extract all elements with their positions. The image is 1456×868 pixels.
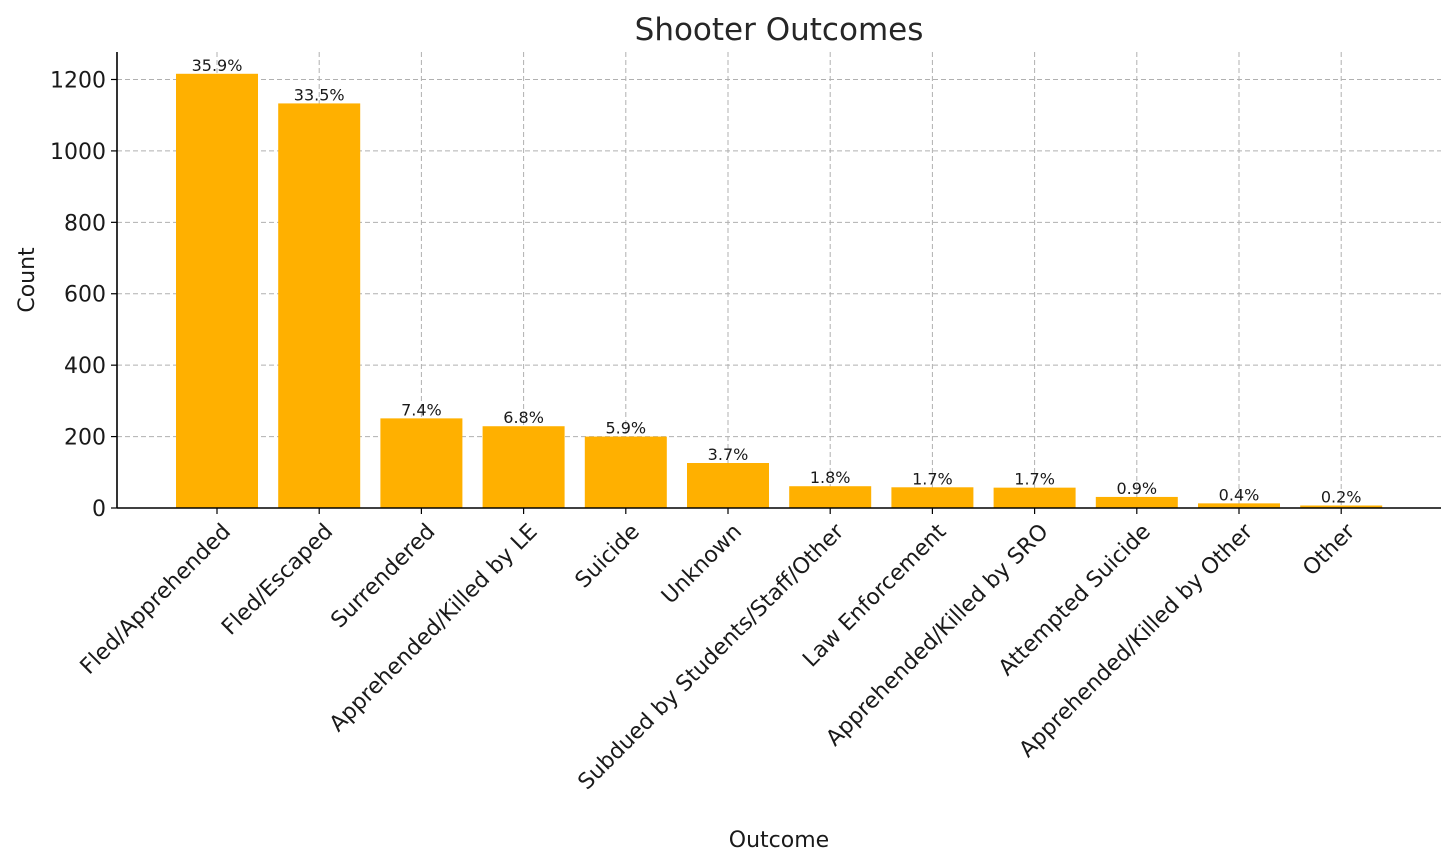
- axes: [116, 52, 1441, 509]
- x-category-label: Apprehended/Killed by LE: [325, 519, 543, 737]
- bar-value-label: 33.5%: [294, 85, 345, 104]
- bar: [1300, 505, 1383, 508]
- x-category-label: Unknown: [657, 519, 747, 609]
- bar: [482, 426, 565, 508]
- bars: [176, 73, 1383, 509]
- bar-value-label: 0.2%: [1321, 488, 1362, 507]
- bar-value-label: 1.7%: [912, 469, 953, 488]
- y-tick-label: 1200: [50, 68, 106, 93]
- x-category-label: Apprehended/Killed by SRO: [822, 519, 1054, 751]
- bar: [584, 436, 667, 508]
- x-axis-title: Outcome: [729, 828, 829, 853]
- bar-value-label: 35.9%: [192, 56, 243, 75]
- y-tick-label: 800: [64, 211, 106, 236]
- bar: [891, 487, 974, 508]
- data-labels: 35.9% 33.5% 7.4% 6.8% 5.9% 3.7% 1.8% 1.7% 1.7% 0.…: [192, 56, 1362, 507]
- x-category-label: Fled/Apprehended: [76, 519, 236, 679]
- bar-value-label: 0.4%: [1219, 485, 1260, 504]
- x-category-label: Surrendered: [326, 519, 440, 633]
- x-ticks: Fled/ApprehendedFled/EscapedSurrenderedA…: [76, 508, 1361, 795]
- bar-value-label: 6.8%: [503, 408, 544, 427]
- bar-value-label: 0.9%: [1116, 479, 1157, 498]
- y-tick-label: 1000: [50, 140, 106, 165]
- y-tick-label: 0: [92, 497, 106, 522]
- bar: [176, 73, 258, 509]
- bar: [993, 487, 1076, 508]
- x-category-label: Suicide: [571, 519, 645, 593]
- y-axis-title: Count: [15, 247, 40, 313]
- y-tick-label: 600: [64, 283, 106, 308]
- bar-value-label: 3.7%: [708, 445, 749, 464]
- bar-value-label: 1.7%: [1014, 470, 1055, 489]
- bar-value-label: 1.8%: [810, 468, 851, 487]
- bar: [1095, 496, 1178, 508]
- bar: [278, 103, 361, 508]
- bar: [1198, 503, 1280, 508]
- y-tick-label: 200: [64, 426, 106, 451]
- bar-value-label: 5.9%: [605, 419, 646, 438]
- bar: [687, 463, 769, 508]
- chart-title: Shooter Outcomes: [635, 12, 924, 48]
- x-category-label: Other: [1298, 519, 1361, 582]
- bar: [380, 418, 463, 508]
- bar: [789, 486, 872, 508]
- y-tick-label: 400: [64, 354, 106, 379]
- bar-value-label: 7.4%: [401, 400, 442, 419]
- y-ticks: 0 200 400 600 800 1000 1200: [50, 68, 117, 522]
